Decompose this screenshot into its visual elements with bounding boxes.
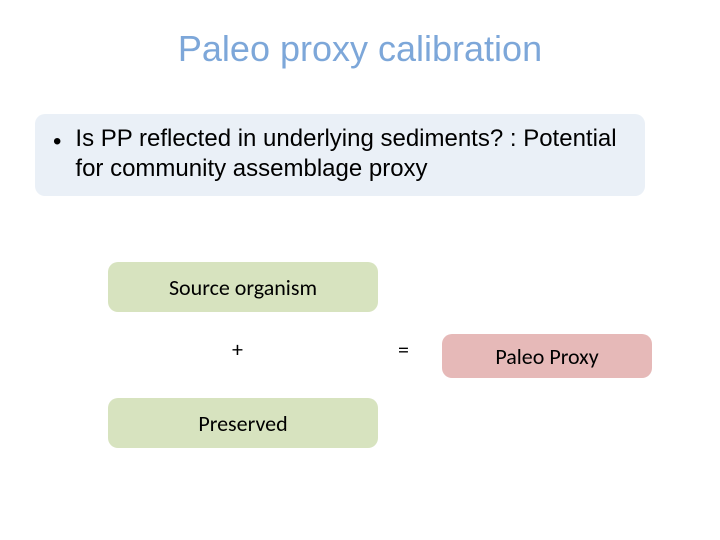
bullet-box: • Is PP reflected in underlying sediment…: [35, 114, 645, 196]
box-paleo-proxy: Paleo Proxy: [442, 334, 652, 378]
plus-symbol: +: [232, 336, 243, 363]
bullet-dot: •: [53, 124, 61, 154]
bullet-text: Is PP reflected in underlying sediments?…: [75, 124, 627, 184]
bullet-row: • Is PP reflected in underlying sediment…: [53, 124, 627, 184]
box-preserved: Preserved: [108, 398, 378, 448]
equals-symbol: =: [398, 336, 409, 363]
slide-title: Paleo proxy calibration: [0, 28, 720, 70]
box-source-organism: Source organism: [108, 262, 378, 312]
